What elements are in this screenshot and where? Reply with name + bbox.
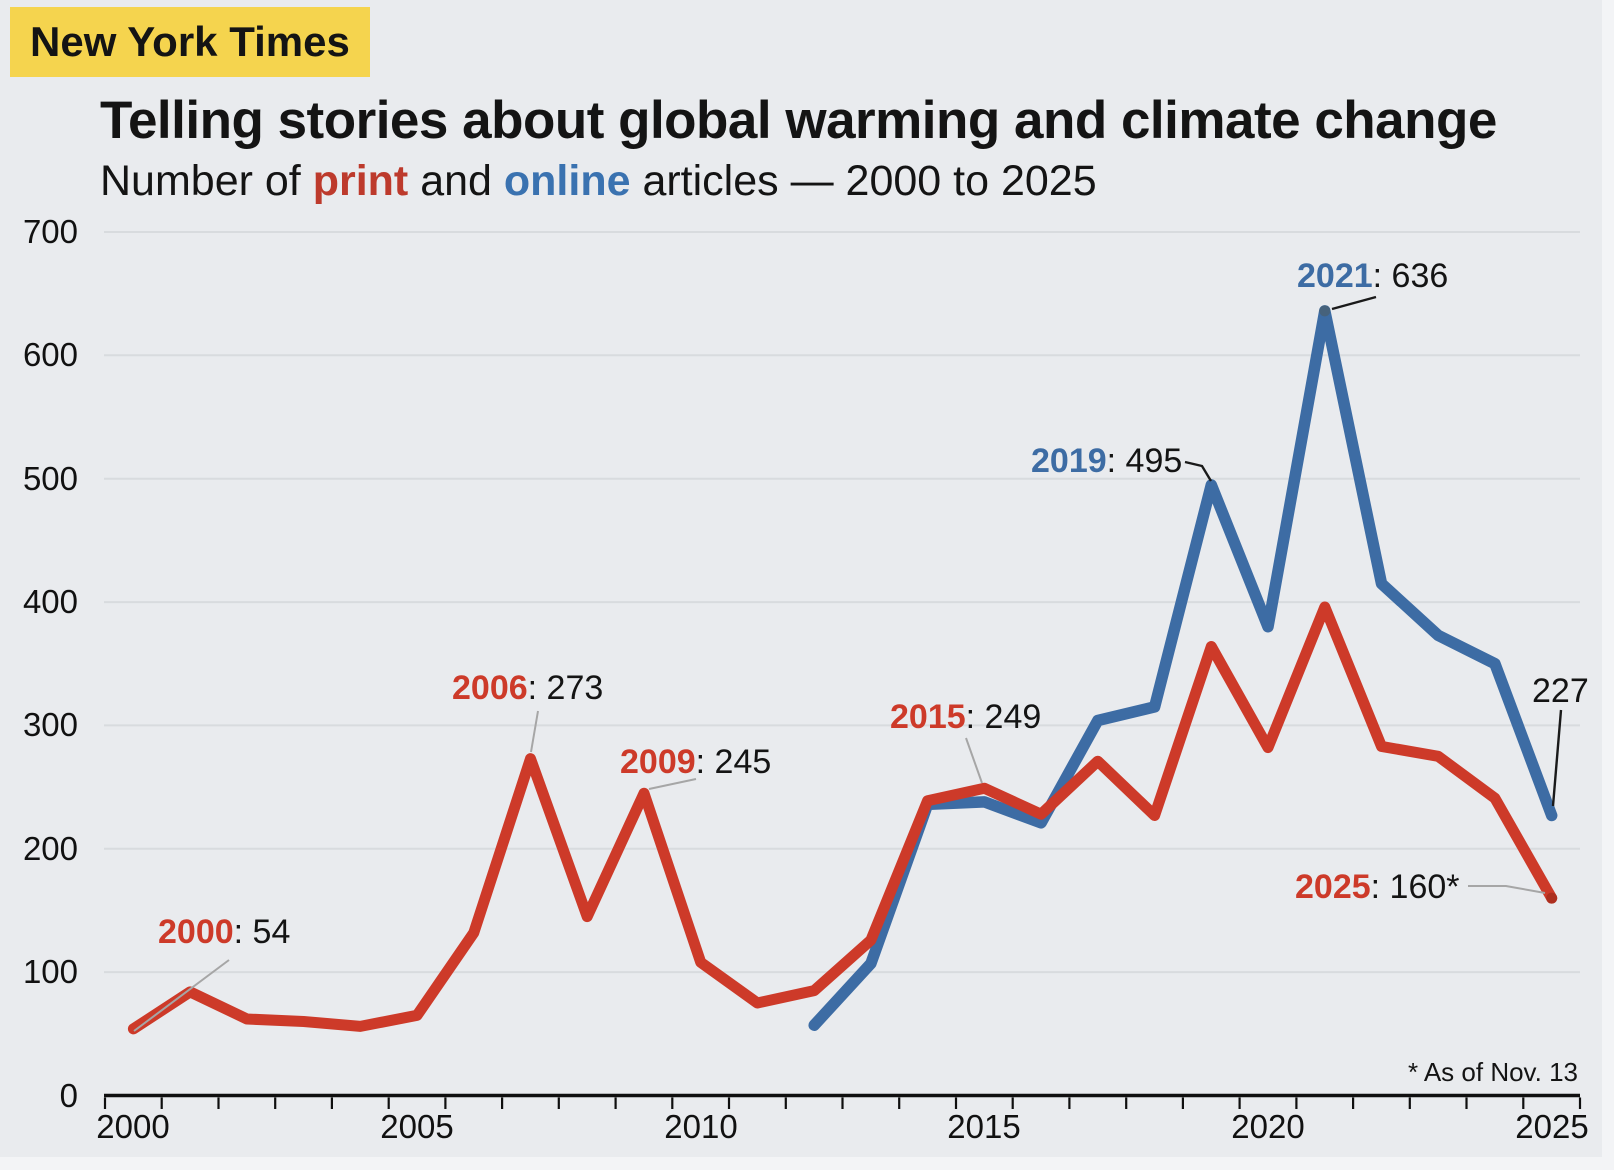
annotation-value: : 245 [695,743,772,781]
footnote: * As of Nov. 13 [1407,1057,1578,1087]
leader-line [1468,885,1546,894]
annotation-2021: 2021: 636 [1297,256,1448,297]
annotation-year: 2006 [452,669,528,707]
annotation-value: 227 [1532,672,1589,710]
series-line-print [127,601,1558,1035]
x-tick-label-2010: 2010 [664,1108,738,1145]
marker-dot-2025 [1546,892,1558,904]
source-badge: New York Times [10,7,370,77]
subtitle-between: and [408,157,504,205]
series-line-online [808,305,1558,1031]
x-tick-label-2000: 2000 [96,1108,170,1145]
marker-dot-2021 [1319,305,1331,317]
chart-title: Telling stories about global warming and… [100,91,1497,150]
annotation-year: 2025 [1295,868,1371,906]
annotation-value: : 495 [1106,442,1183,480]
annotation-year: 2000 [158,913,234,951]
annotation-227: 227 [1532,671,1589,712]
y-tick-label-200: 200 [22,830,78,867]
x-tick-label-2005: 2005 [380,1108,454,1145]
annotation-value: : 636 [1372,257,1449,295]
annotation-2025: 2025: 160* [1295,867,1460,908]
y-tick-label-400: 400 [22,583,78,620]
y-tick-label-0: 0 [59,1077,78,1114]
annotation-value: : 249 [965,698,1042,736]
subtitle-prefix: Number of [100,157,313,205]
y-tick-label-600: 600 [22,336,78,373]
leader-line [133,959,230,1032]
annotation-value: : 273 [527,669,604,707]
y-tick-label-500: 500 [22,460,78,497]
leader-line [1551,709,1563,807]
y-tick-label-700: 700 [22,213,78,250]
annotation-2000: 2000: 54 [158,912,290,953]
annotation-value: : 160* [1370,868,1460,906]
right-margin-strip [1602,0,1614,1170]
bottom-margin-strip [0,1157,1614,1170]
annotation-2009: 2009: 245 [620,742,771,783]
x-tick-label-2015: 2015 [947,1108,1021,1145]
x-tick-label-2025: 2025 [1515,1108,1589,1145]
leader-line [965,737,983,784]
annotation-year: 2021 [1297,257,1373,295]
leader-line [530,710,539,753]
subtitle-suffix: articles — 2000 to 2025 [630,157,1097,205]
chart-subtitle: Number of print and online articles — 20… [100,154,1097,208]
annotation-year: 2009 [620,743,696,781]
annotation-2006: 2006: 273 [452,668,603,709]
annotation-year: 2019 [1031,442,1107,480]
leader-line [1331,295,1377,311]
annotation-2019: 2019: 495 [1031,441,1182,482]
leader-line [1184,460,1213,482]
annotation-year: 2015 [890,698,966,736]
leader-line [648,778,697,790]
subtitle-online-keyword: online [503,157,631,205]
x-tick-label-2020: 2020 [1231,1108,1305,1145]
y-tick-label-100: 100 [22,953,78,990]
annotation-value: : 54 [233,913,291,951]
subtitle-print-keyword: print [312,157,409,205]
y-tick-label-300: 300 [22,706,78,743]
annotation-2015: 2015: 249 [890,697,1041,738]
